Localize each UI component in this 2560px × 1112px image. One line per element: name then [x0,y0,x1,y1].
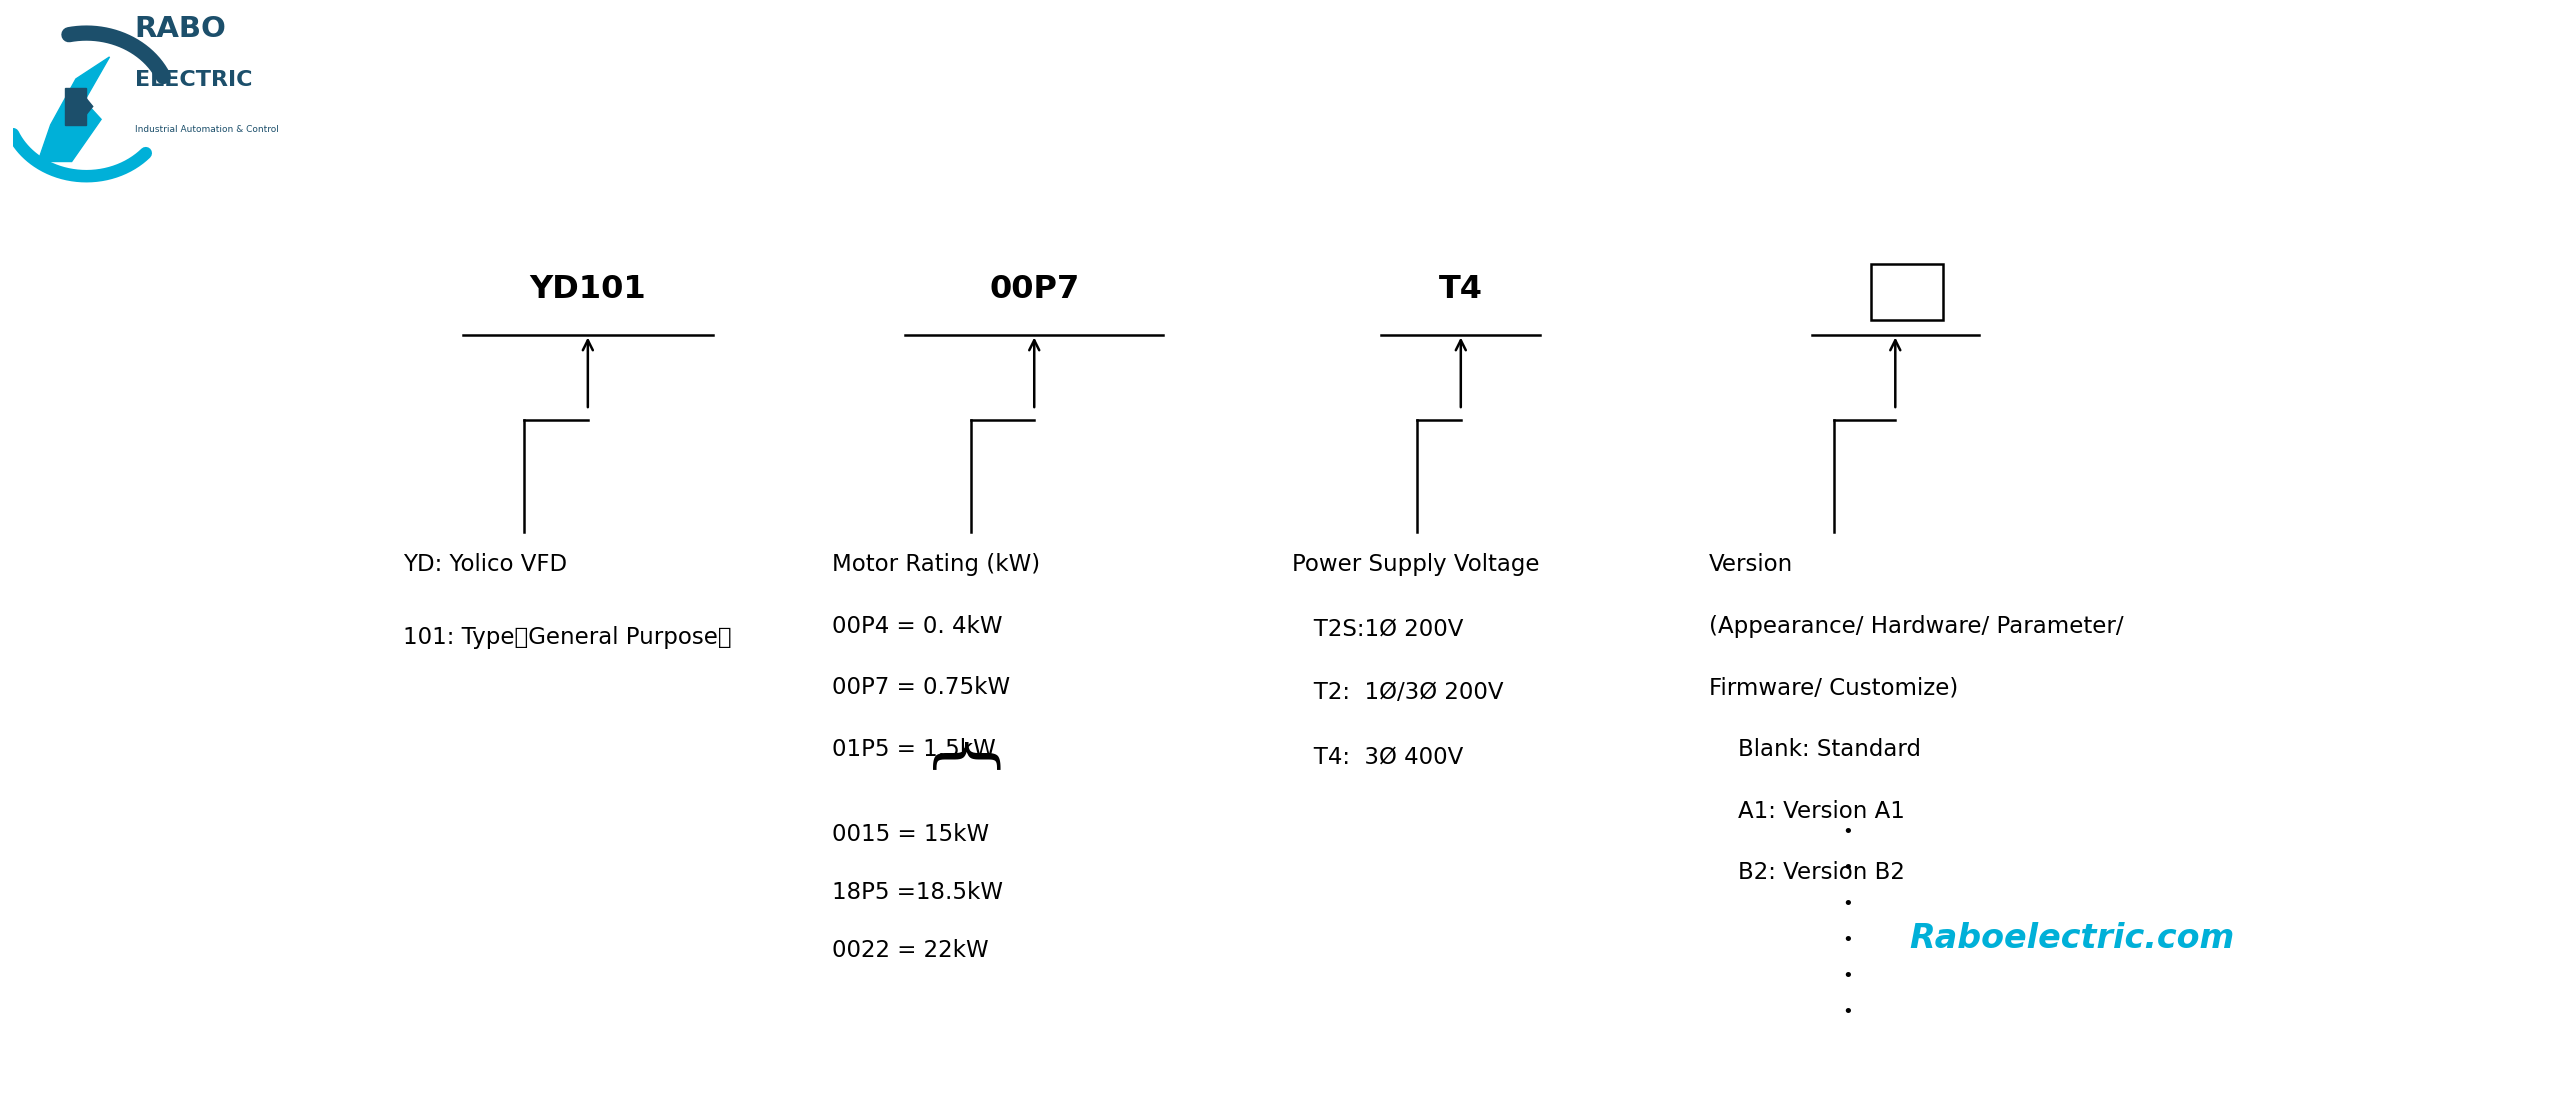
Text: (Appearance/ Hardware/ Parameter/: (Appearance/ Hardware/ Parameter/ [1710,615,2122,637]
Text: Blank: Standard: Blank: Standard [1710,738,1920,761]
Text: •: • [1843,1003,1853,1021]
Text: A1: Version A1: A1: Version A1 [1710,800,1905,823]
Text: Industrial Automation & Control: Industrial Automation & Control [136,125,279,133]
Text: 01P5 = 1.5kW: 01P5 = 1.5kW [832,738,996,761]
Text: YD: Yolico VFD: YD: Yolico VFD [404,553,568,576]
Text: Motor Rating (kW): Motor Rating (kW) [832,553,1039,576]
Text: T4:  3Ø 400V: T4: 3Ø 400V [1293,746,1464,768]
Text: ELECTRIC: ELECTRIC [136,70,253,90]
Text: 00P4 = 0. 4kW: 00P4 = 0. 4kW [832,615,1004,637]
Text: •: • [1843,931,1853,949]
Text: 00P7 = 0.75kW: 00P7 = 0.75kW [832,676,1011,699]
Text: Firmware/ Customize): Firmware/ Customize) [1710,676,1958,699]
Text: T4: T4 [1439,274,1482,305]
Bar [1871,265,1943,320]
Text: •: • [1843,895,1853,913]
Text: 101: Type（General Purpose）: 101: Type（General Purpose） [404,626,732,648]
Text: {: { [919,742,991,787]
Polygon shape [38,57,110,161]
Text: 0022 = 22kW: 0022 = 22kW [832,940,988,962]
Text: Power Supply Voltage: Power Supply Voltage [1293,553,1539,576]
Text: •: • [1843,966,1853,984]
Polygon shape [67,88,87,125]
Text: B2: Version B2: B2: Version B2 [1710,861,1905,884]
Polygon shape [72,93,92,119]
Text: •: • [1843,823,1853,841]
Text: YD101: YD101 [530,274,645,305]
Text: Version: Version [1710,553,1792,576]
Text: RABO: RABO [136,14,228,42]
Text: Raboelectric.com: Raboelectric.com [1910,923,2235,955]
Text: T2:  1Ø/3Ø 200V: T2: 1Ø/3Ø 200V [1293,682,1503,704]
Text: 0015 = 15kW: 0015 = 15kW [832,823,988,846]
Text: 18P5 =18.5kW: 18P5 =18.5kW [832,881,1004,904]
Text: •: • [1843,858,1853,876]
Text: T2S:1Ø 200V: T2S:1Ø 200V [1293,617,1464,641]
Text: 00P7: 00P7 [988,274,1080,305]
